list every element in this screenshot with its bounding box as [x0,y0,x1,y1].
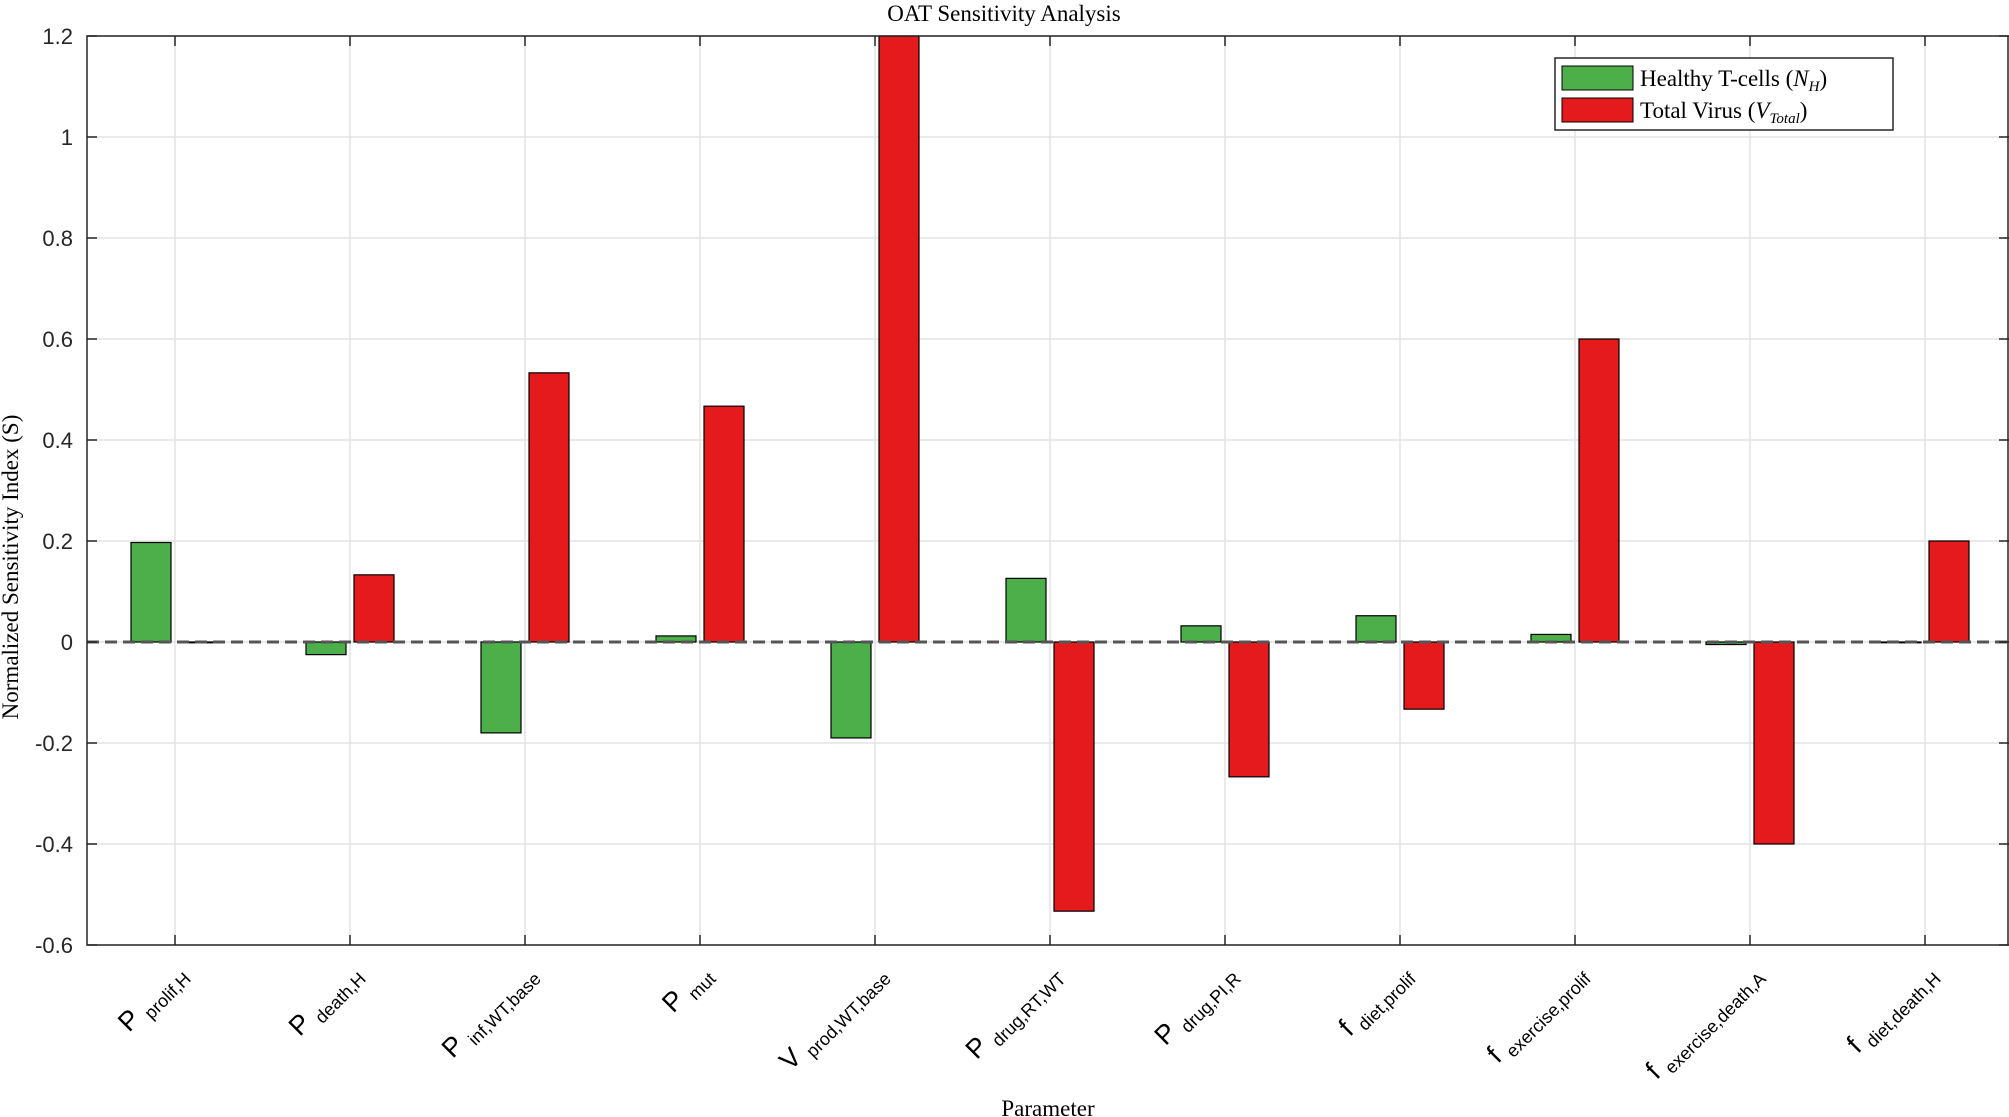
bar-total-virus [1228,641,1270,778]
axis-ticks [87,35,2009,946]
y-tick-labels: -0.6 -0.4 -0.2 0 0.2 0.4 0.6 0.8 1 1.2 [35,24,73,958]
x-tick-label-subscript: drug,RT,WT [988,969,1070,1051]
bar-healthy-t-cells [1180,625,1222,643]
legend-label-virus-symbol: V [1755,98,1772,123]
y-tick-label: -0.2 [35,731,73,756]
x-tick-label: f exercise,death,A [1640,958,1770,1088]
y-tick-label: 0.4 [42,428,73,453]
y-tick-label: 0.2 [42,529,73,554]
legend-label-virus-text: Total Virus ( [1640,98,1755,123]
y-tick-label: 0.6 [42,327,73,352]
legend-label-healthy-subscript: H [1808,79,1821,95]
x-tick-label: P drug,PI,R [1149,958,1245,1054]
legend-swatch-total-virus [1561,97,1634,123]
bar-total-virus [1578,338,1620,643]
y-tick-label: -0.6 [35,933,73,958]
y-tick-label: 1.2 [42,24,73,49]
grid-lines [87,35,2009,946]
chart-title: OAT Sensitivity Analysis [887,1,1120,26]
x-tick-label-subscript: exercise,death,A [1661,969,1770,1078]
bar-total-virus [1928,540,1970,643]
bar-healthy-t-cells [830,641,872,739]
x-tick-label: P inf,WT,base [436,958,545,1067]
y-tick-label: 0 [61,630,73,655]
x-axis-label: Parameter [1001,1096,1095,1117]
legend: Healthy T-cells (NH) Total Virus (VTotal… [1554,57,1894,131]
bar-healthy-t-cells [480,641,522,734]
legend-label-virus-subscript: Total [1769,111,1799,127]
bar-healthy-t-cells [1355,615,1397,643]
bar-total-virus [878,35,920,643]
legend-label-total-virus: Total Virus (VTotal) [1640,98,1807,127]
x-tick-label-subscript: death,H [311,969,370,1028]
legend-label-healthy-symbol: N [1792,66,1810,91]
bars [130,35,1970,912]
x-tick-labels: P prolif,H P death,H P inf,WT,base P mut V p… [112,957,1945,1088]
x-tick-label-subscript: prod,WT,base [802,969,895,1062]
bar-total-virus [528,372,570,643]
x-tick-label-subscript: inf,WT,base [464,969,545,1050]
bar-healthy-t-cells [1005,577,1047,643]
x-tick-label: P mut [656,958,720,1022]
x-tick-label: f diet,prolif [1333,957,1421,1045]
legend-swatch-healthy-t-cells [1561,65,1634,91]
x-tick-label: f diet,death,H [1841,958,1945,1062]
x-tick-label: V prod,WT,base [773,958,894,1079]
bar-total-virus [1403,641,1445,710]
x-tick-label: P prolif,H [112,958,195,1041]
x-tick-label-subscript: diet,death,H [1862,969,1945,1052]
x-tick-label-subscript: drug,PI,R [1177,969,1245,1037]
bar-healthy-t-cells [130,541,172,643]
y-tick-label: 1 [61,125,73,150]
x-tick-label: P drug,RT,WT [960,958,1070,1068]
x-tick-label: f exercise,prolif [1481,957,1596,1072]
plot-area-frame [86,35,2009,946]
bar-total-virus [1753,641,1795,845]
legend-label-healthy-t-cells: Healthy T-cells (NH) [1640,66,1827,95]
y-tick-label: -0.4 [35,832,73,857]
x-tick-label-subscript: diet,prolif [1354,968,1420,1034]
y-axis-label: Normalized Sensitivity Index (S) [0,415,23,720]
bar-total-virus [353,574,395,643]
bar-total-virus [1053,641,1095,912]
x-tick-label-subscript: exercise,prolif [1502,968,1595,1061]
x-tick-label: P death,H [283,958,370,1045]
bar-healthy-t-cells [305,641,347,656]
y-tick-label: 0.8 [42,226,73,251]
x-tick-label-subscript: prolif,H [140,969,194,1023]
bar-total-virus [703,405,745,643]
legend-label-healthy-text: Healthy T-cells ( [1640,66,1793,91]
y-axis-label-text: Normalized Sensitivity Index (S) [0,415,23,720]
bar-healthy-t-cells [655,635,697,643]
